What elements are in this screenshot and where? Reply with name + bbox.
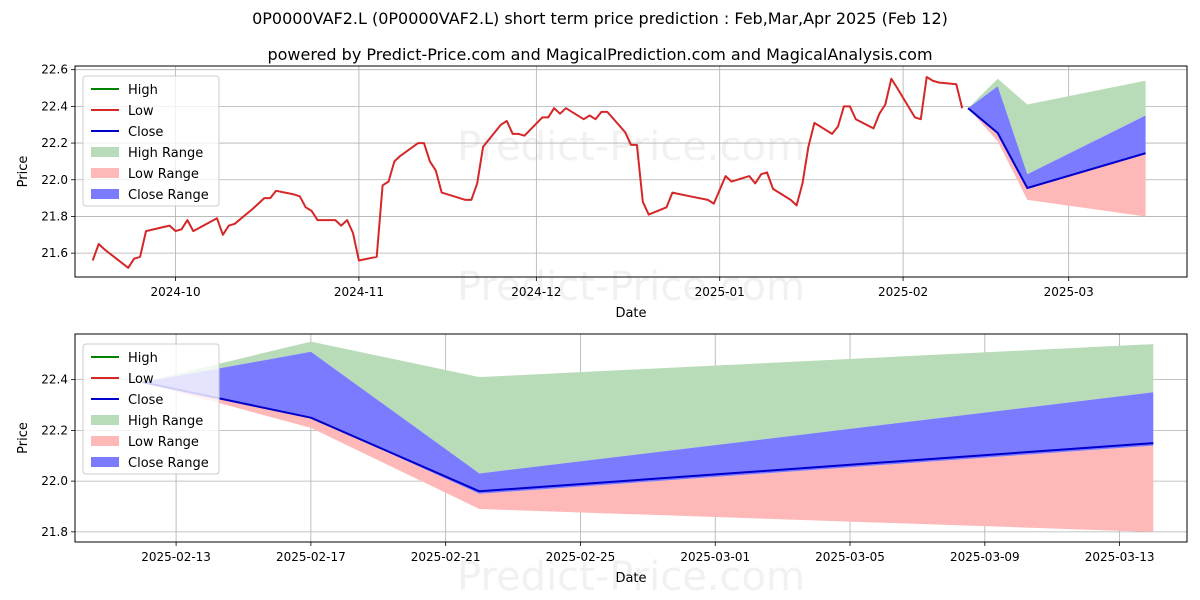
legend-patch-swatch — [91, 189, 119, 199]
legend-entry-label: Close — [128, 393, 163, 408]
x-tick-label: 2025-03 — [1044, 285, 1094, 299]
y-tick-label: 22.4 — [41, 99, 68, 113]
top-price-chart: Predict-Price.com Predict-Price.com 21.6 21… — [16, 63, 1188, 321]
legend-entry-label: Low — [128, 104, 154, 119]
legend-patch-swatch — [91, 457, 119, 467]
y-tick-label: 22.2 — [41, 136, 68, 150]
y-tick-label: 21.8 — [41, 525, 68, 539]
zoomed-forecast-chart: Predict-Price.comPredict-Price.com21.822… — [16, 333, 1188, 600]
x-tick-label: 2025-03-01 — [680, 550, 750, 564]
y-tick-label: 21.8 — [41, 209, 68, 223]
y-tick-label: 22.0 — [41, 173, 68, 187]
legend-patch-swatch — [91, 436, 119, 446]
y-tick-label: 22.4 — [41, 373, 68, 387]
x-tick-label: 2025-02-25 — [546, 550, 616, 564]
close-forecast-line — [142, 381, 1154, 493]
legend-entry-label: Low Range — [128, 435, 199, 450]
y-tick-label: 22.2 — [41, 423, 68, 437]
x-tick-label: 2025-03-13 — [1085, 550, 1155, 564]
x-tick-label: 2024-11 — [334, 285, 384, 299]
legend-entry-label: Close Range — [128, 188, 209, 203]
legend-entry-label: High Range — [128, 146, 203, 161]
watermark-text: Predict-Price.com — [457, 554, 805, 600]
legend-entry-label: Close Range — [128, 456, 209, 471]
high-range-band — [968, 78, 1146, 175]
legend-entry-label: High — [128, 351, 158, 366]
y-tick-label: 22.6 — [41, 63, 68, 77]
x-axis-label: Date — [615, 571, 646, 586]
watermark-text: Predict-Price.com — [457, 264, 805, 310]
high-range-band — [142, 341, 1154, 474]
plot-frame — [74, 333, 1188, 543]
x-tick-label: 2025-02-17 — [276, 550, 346, 564]
close-range-band — [142, 351, 1154, 494]
x-tick-label: 2024-12 — [511, 285, 561, 299]
legend-entry-label: High — [128, 83, 158, 98]
x-tick-label: 2025-02-13 — [141, 550, 211, 564]
y-tick-label: 22.0 — [41, 474, 68, 488]
chart-title: 0P0000VAF2.L (0P0000VAF2.L) short term p… — [252, 9, 948, 28]
legend-patch-swatch — [91, 168, 119, 178]
legend-entry-label: Close — [128, 125, 163, 140]
legend-patch-swatch — [91, 147, 119, 157]
close-forecast-line — [967, 107, 1146, 189]
watermark-text: Predict-Price.com — [457, 124, 805, 170]
legend-entry-label: Low — [128, 372, 154, 387]
y-tick-label: 21.6 — [41, 246, 68, 260]
chart-subtitle: powered by Predict-Price.com and Magical… — [267, 45, 933, 64]
legend-patch-swatch — [91, 415, 119, 425]
low-range-band — [968, 108, 1146, 217]
x-tick-label: 2025-02-21 — [411, 550, 481, 564]
low-price-line — [91, 76, 964, 269]
y-axis-label: Price — [16, 422, 31, 454]
legend-entry-label: High Range — [128, 414, 203, 429]
x-tick-label: 2024-10 — [150, 285, 200, 299]
low-range-band — [142, 382, 1154, 532]
legend-entry-label: Low Range — [128, 167, 199, 182]
x-tick-label: 2025-02 — [878, 285, 928, 299]
close-range-band — [968, 86, 1146, 189]
x-tick-label: 2025-01 — [695, 285, 745, 299]
x-axis-label: Date — [615, 306, 646, 321]
x-tick-label: 2025-03-05 — [815, 550, 885, 564]
y-axis-label: Price — [16, 156, 31, 188]
plot-frame — [74, 65, 1188, 278]
x-tick-label: 2025-03-09 — [950, 550, 1020, 564]
